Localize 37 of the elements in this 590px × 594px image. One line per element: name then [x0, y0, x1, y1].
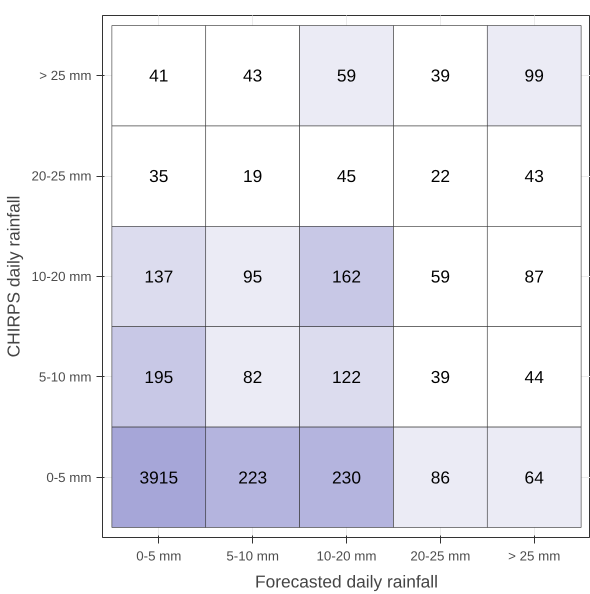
- data-label: 45: [336, 166, 356, 186]
- data-label: 64: [524, 467, 544, 488]
- data-label: 95: [243, 266, 262, 286]
- data-label: 59: [430, 266, 450, 286]
- data-label: 43: [524, 166, 544, 186]
- x-tick-label: 10-20 mm: [316, 548, 376, 564]
- y-tick-label: 5-10 mm: [38, 369, 92, 384]
- y-tick-label: 0-5 mm: [46, 470, 92, 485]
- data-label: 41: [149, 66, 168, 86]
- data-label: 86: [430, 467, 450, 488]
- data-label: 59: [336, 66, 356, 86]
- x-tick-label: > 25 mm: [508, 548, 560, 564]
- y-axis-title: CHIRPS daily rainfall: [4, 196, 24, 358]
- data-label: 137: [144, 266, 174, 286]
- data-label: 122: [332, 366, 361, 387]
- data-label: 99: [524, 66, 544, 86]
- data-label: 230: [332, 467, 361, 488]
- data-label: 223: [238, 467, 268, 488]
- data-label: 195: [144, 366, 174, 387]
- data-label: 39: [430, 366, 450, 387]
- x-axis-title: Forecasted daily rainfall: [255, 572, 438, 592]
- y-tick-label: 20-25 mm: [32, 168, 92, 184]
- data-label: 82: [243, 366, 262, 387]
- y-tick-label: 10-20 mm: [32, 269, 92, 284]
- x-tick-label: 0-5 mm: [136, 548, 182, 564]
- data-label: 22: [430, 166, 450, 186]
- data-label: 43: [243, 66, 262, 86]
- data-label: 35: [149, 166, 168, 186]
- x-tick-label: 20-25 mm: [410, 548, 470, 564]
- x-tick-label: 5-10 mm: [226, 548, 279, 564]
- data-label: 39: [430, 66, 450, 86]
- data-label: 44: [524, 366, 544, 387]
- data-label: 162: [332, 266, 361, 286]
- data-label: 87: [524, 266, 544, 286]
- data-label: 19: [243, 166, 262, 186]
- data-label: 3915: [140, 467, 178, 488]
- y-tick-label: > 25 mm: [39, 68, 92, 84]
